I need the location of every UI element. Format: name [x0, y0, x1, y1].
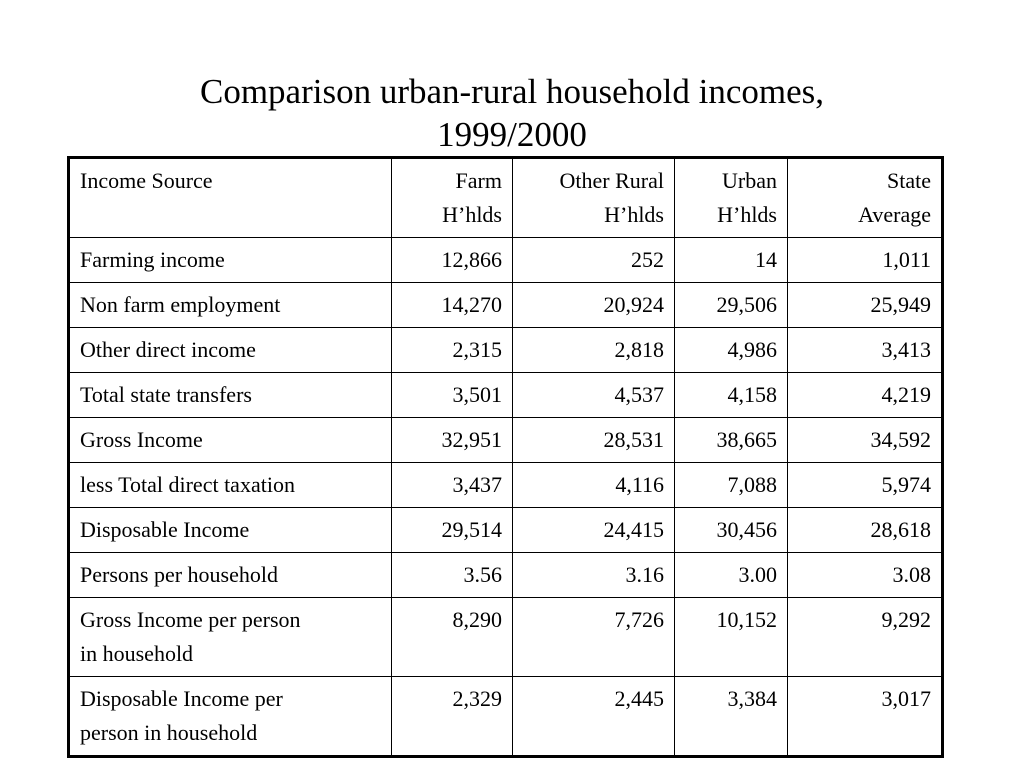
table-row: Persons per household 3.56 3.16 3.00 3.08 — [68, 552, 943, 598]
table-body: Farming income 12,866 252 14 1,011 Non farm e… — [68, 237, 943, 757]
value-cell: 2,315 — [391, 327, 513, 373]
value-cell: 3.00 — [674, 552, 788, 598]
row-label-line: Gross Income per person — [80, 607, 301, 632]
value-cell: 38,665 — [674, 417, 788, 463]
row-label-cell: Non farm employment — [68, 282, 392, 328]
table-row: Non farm employment 14,270 20,924 29,506 25,… — [68, 282, 943, 328]
value-cell: 4,986 — [674, 327, 788, 373]
table-row: Total state transfers 3,501 4,537 4,158 4,21… — [68, 372, 943, 418]
table-row: Gross Income 32,951 28,531 38,665 34,592 — [68, 417, 943, 463]
row-label-cell: Disposable Income per person in household — [68, 676, 392, 757]
row-label-line: Other direct income — [80, 337, 256, 362]
row-label-line: in household — [80, 641, 194, 666]
column-header-farm-households: Farm H’hlds — [391, 157, 513, 238]
row-label-cell: Total state transfers — [68, 372, 392, 418]
table-row: Other direct income 2,315 2,818 4,986 3,413 — [68, 327, 943, 373]
slide-title-line-2: 1999/2000 — [437, 115, 587, 154]
column-header-urban-households: Urban H’hlds — [674, 157, 788, 238]
value-cell: 9,292 — [787, 597, 943, 677]
table-header-row: Income Source Farm H’hlds Other Rural H’… — [68, 157, 943, 238]
row-label-cell: Persons per household — [68, 552, 392, 598]
table-row: Gross Income per person in household 8,290… — [68, 597, 943, 677]
value-cell: 12,866 — [391, 237, 513, 283]
value-cell: 30,456 — [674, 507, 788, 553]
row-label-line: Total state transfers — [80, 382, 252, 407]
table-row: Disposable Income 29,514 24,415 30,456 28,61… — [68, 507, 943, 553]
value-cell: 8,290 — [391, 597, 513, 677]
value-cell: 3,501 — [391, 372, 513, 418]
value-cell: 29,506 — [674, 282, 788, 328]
value-cell: 4,116 — [512, 462, 675, 508]
value-cell: 3,384 — [674, 676, 788, 757]
row-label-line: Persons per household — [80, 562, 278, 587]
row-label-line: Non farm employment — [80, 292, 281, 317]
row-label-line: Gross Income — [80, 427, 203, 452]
value-cell: 24,415 — [512, 507, 675, 553]
column-header-line: H’hlds — [442, 202, 502, 227]
row-label-cell: Gross Income per person in household — [68, 597, 392, 677]
slide-title: Comparison urban-rural household incomes… — [0, 70, 1024, 156]
column-header-state-average: State Average — [787, 157, 943, 238]
value-cell: 2,329 — [391, 676, 513, 757]
value-cell: 4,537 — [512, 372, 675, 418]
value-cell: 14 — [674, 237, 788, 283]
value-cell: 10,152 — [674, 597, 788, 677]
value-cell: 7,726 — [512, 597, 675, 677]
value-cell: 25,949 — [787, 282, 943, 328]
row-label-cell: Disposable Income — [68, 507, 392, 553]
value-cell: 14,270 — [391, 282, 513, 328]
value-cell: 34,592 — [787, 417, 943, 463]
row-label-line: Disposable Income per — [80, 686, 283, 711]
value-cell: 7,088 — [674, 462, 788, 508]
value-cell: 1,011 — [787, 237, 943, 283]
value-cell: 20,924 — [512, 282, 675, 328]
value-cell: 3,413 — [787, 327, 943, 373]
value-cell: 3.16 — [512, 552, 675, 598]
column-header-other-rural-households: Other Rural H’hlds — [512, 157, 675, 238]
row-label-cell: Other direct income — [68, 327, 392, 373]
row-label-cell: Gross Income — [68, 417, 392, 463]
value-cell: 2,818 — [512, 327, 675, 373]
row-label-cell: Farming income — [68, 237, 392, 283]
column-header-income-source: Income Source — [68, 157, 392, 238]
column-header-line: Farm — [455, 168, 502, 193]
table-row: Farming income 12,866 252 14 1,011 — [68, 237, 943, 283]
value-cell: 2,445 — [512, 676, 675, 757]
column-header-line: H’hlds — [717, 202, 777, 227]
row-label-cell: less Total direct taxation — [68, 462, 392, 508]
value-cell: 3,437 — [391, 462, 513, 508]
column-header-line: Urban — [722, 168, 777, 193]
row-label-line: Disposable Income — [80, 517, 250, 542]
slide-title-line-1: Comparison urban-rural household incomes… — [199, 72, 825, 111]
row-label-line: less Total direct taxation — [80, 472, 295, 497]
column-header-line: State — [887, 168, 931, 193]
value-cell: 32,951 — [391, 417, 513, 463]
value-cell: 4,219 — [787, 372, 943, 418]
value-cell: 3,017 — [787, 676, 943, 757]
column-header-line: H’hlds — [604, 202, 664, 227]
table-row: Disposable Income per person in household… — [68, 676, 943, 757]
column-header-line: Other Rural — [559, 168, 664, 193]
value-cell: 3.08 — [787, 552, 943, 598]
column-header-line: Average — [858, 202, 931, 227]
value-cell: 28,531 — [512, 417, 675, 463]
value-cell: 252 — [512, 237, 675, 283]
income-comparison-table: Income Source Farm H’hlds Other Rural H’… — [67, 156, 944, 758]
column-header-line: Income Source — [80, 168, 213, 193]
table-row: less Total direct taxation 3,437 4,116 7,08… — [68, 462, 943, 508]
row-label-line: person in household — [80, 720, 258, 745]
value-cell: 28,618 — [787, 507, 943, 553]
value-cell: 3.56 — [391, 552, 513, 598]
income-table-container: Income Source Farm H’hlds Other Rural H’… — [67, 156, 944, 758]
value-cell: 4,158 — [674, 372, 788, 418]
row-label-line: Farming income — [80, 247, 225, 272]
value-cell: 5,974 — [787, 462, 943, 508]
value-cell: 29,514 — [391, 507, 513, 553]
